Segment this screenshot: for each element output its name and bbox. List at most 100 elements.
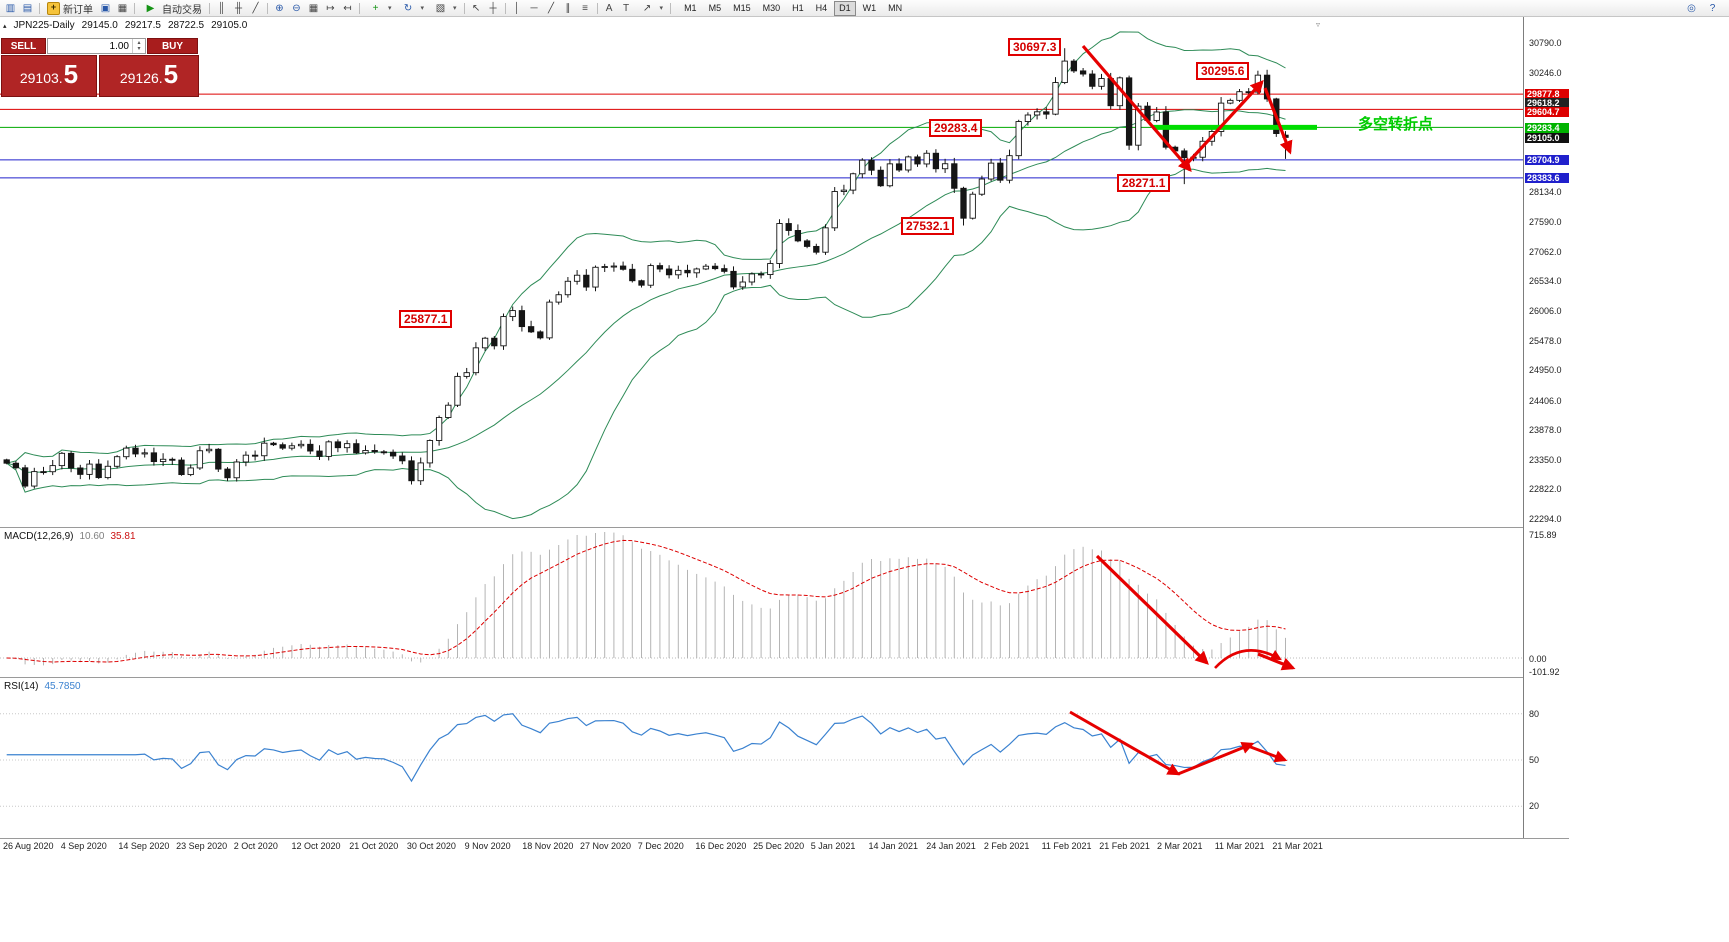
candlestick-icon[interactable]: ╫ xyxy=(234,2,243,14)
ask-price-block[interactable]: 29126. 5 xyxy=(99,55,199,97)
volume-down-button[interactable]: ▾ xyxy=(137,46,141,52)
chart-shift-icon[interactable]: ↤ xyxy=(343,2,352,14)
crosshair-icon[interactable]: ┼ xyxy=(489,2,497,14)
chart-shift-marker-icon[interactable]: ▿ xyxy=(1316,20,1321,29)
panel-separator[interactable] xyxy=(0,527,1569,528)
price-annotation[interactable]: 30697.3 xyxy=(1008,38,1062,56)
horizontal-line-icon[interactable]: ─ xyxy=(530,2,538,14)
sell-button[interactable]: SELL xyxy=(1,38,46,54)
price-annotation[interactable]: 28271.1 xyxy=(1117,174,1171,192)
toolbar-separator xyxy=(209,2,210,14)
text-tool-icon[interactable]: A xyxy=(605,2,613,14)
trendline-icon[interactable]: ╱ xyxy=(548,2,555,14)
price-tick: 26534.0 xyxy=(1529,276,1562,287)
profiles-icon[interactable]: ▤ xyxy=(22,2,33,14)
toolbar-separator xyxy=(463,2,465,14)
timeframe-w1[interactable]: W1 xyxy=(862,2,877,13)
price-annotation[interactable]: 30295.6 xyxy=(1196,62,1250,80)
timeframe-m1[interactable]: M1 xyxy=(684,2,697,13)
data-window-icon[interactable]: ▦ xyxy=(117,2,128,14)
channel-icon[interactable]: ∥ xyxy=(565,2,571,14)
one-click-toggle-icon[interactable]: ▴ xyxy=(3,22,7,30)
timeframe-m15[interactable]: M15 xyxy=(733,2,751,13)
indicators-button[interactable]: + ▾ xyxy=(363,1,396,16)
market-watch-icon[interactable]: ▣ xyxy=(100,2,111,14)
timeframe-m30[interactable]: M30 xyxy=(762,2,781,13)
date-tick-label: 2 Oct 2020 xyxy=(233,841,278,851)
timeframe-mn[interactable]: MN xyxy=(888,2,903,13)
macd-signal-value: 35.81 xyxy=(110,531,136,542)
volume-input[interactable] xyxy=(48,39,132,53)
fibonacci-icon[interactable]: ≡ xyxy=(582,2,588,14)
chart-area[interactable]: ▴ JPN225-Daily 29145.0 29217.5 28722.5 2… xyxy=(0,17,1729,942)
auto-scroll-icon[interactable]: ↦ xyxy=(326,2,335,14)
periods-button[interactable]: ↻ ▾ xyxy=(396,1,429,16)
cycles-icon: ↻ xyxy=(403,2,413,14)
panel-separator[interactable] xyxy=(0,677,1569,678)
indicators-plus-icon: + xyxy=(372,2,379,14)
bar-chart-icon[interactable]: ║ xyxy=(217,2,226,14)
macd-canvas[interactable] xyxy=(0,528,1523,677)
vertical-line-icon[interactable]: │ xyxy=(513,2,521,14)
templates-button[interactable]: ▧ ▾ xyxy=(428,1,461,16)
chart-low: 28722.5 xyxy=(167,20,205,31)
main-chart-canvas[interactable] xyxy=(0,17,1523,527)
timeframe-toolbar: M1 M5 M15 M30 H1 H4 D1 W1 MN xyxy=(678,0,908,16)
zoom-out-icon[interactable]: ⊖ xyxy=(292,2,301,14)
date-tick-label: 21 Mar 2021 xyxy=(1272,841,1323,851)
buy-button[interactable]: BUY xyxy=(147,38,198,54)
macd-annotation-arrow xyxy=(1095,554,1209,665)
date-tick-label: 2 Mar 2021 xyxy=(1157,841,1203,851)
timeframe-m5[interactable]: M5 xyxy=(708,2,722,13)
volume-up-button[interactable]: ▴ xyxy=(137,40,141,46)
chevron-down-icon: ▾ xyxy=(659,5,664,12)
chart-info: ▴ JPN225-Daily 29145.0 29217.5 28722.5 2… xyxy=(3,20,247,31)
price-marker: 29105.0 xyxy=(1525,133,1569,143)
date-tick-label: 14 Sep 2020 xyxy=(118,841,170,851)
label-tool-icon[interactable]: T xyxy=(622,2,630,14)
cursor-icon[interactable]: ↖ xyxy=(471,2,481,14)
bollinger-middle-band xyxy=(6,109,1286,473)
toolbar-right-group: ◎ ? xyxy=(1683,1,1727,16)
rsi-canvas[interactable] xyxy=(0,678,1523,838)
date-tick-label: 21 Feb 2021 xyxy=(1099,841,1150,851)
tile-windows-icon[interactable]: ▦ xyxy=(308,2,319,14)
date-axis[interactable]: 26 Aug 2020 4 Sep 2020 14 Sep 2020 23 Sep 2… xyxy=(0,839,1523,853)
rsi-label: RSI(14) 45.7850 xyxy=(4,681,81,692)
community-icon[interactable]: ◎ xyxy=(1687,2,1696,14)
one-click-trading-panel: SELL ▴ ▾ BUY 29103. 5 29126. 5 xyxy=(1,38,199,115)
chart-high: 29217.5 xyxy=(124,20,161,31)
line-chart-icon[interactable]: ╱ xyxy=(252,2,259,14)
date-tick-label: 16 Dec 2020 xyxy=(695,841,747,851)
turning-point-label[interactable]: 多空转折点 xyxy=(1358,116,1434,133)
toolbar-separator xyxy=(39,2,40,14)
date-tick-label: 26 Aug 2020 xyxy=(3,841,54,851)
auto-trading-play-icon: ▶ xyxy=(146,2,155,14)
toolbar-separator xyxy=(359,2,360,14)
new-order-button[interactable]: + 新订单 xyxy=(43,1,97,16)
price-tick: 23878.0 xyxy=(1529,425,1562,436)
arrows-tool-button[interactable]: ↗ ▾ xyxy=(635,1,668,16)
ask-price: 29126. xyxy=(119,70,163,86)
help-icon[interactable]: ? xyxy=(1709,2,1716,14)
bid-price-block[interactable]: 29103. 5 xyxy=(1,55,97,97)
price-annotation[interactable]: 27532.1 xyxy=(901,217,955,235)
new-order-icon: + xyxy=(47,1,60,15)
date-tick-label: 25 Dec 2020 xyxy=(753,841,805,851)
price-tick: 24406.0 xyxy=(1529,395,1562,406)
macd-signal-line xyxy=(6,539,1286,663)
bollinger-lower-band xyxy=(6,167,1286,520)
price-marker: 29604.7 xyxy=(1525,107,1569,117)
timeframe-h4[interactable]: H4 xyxy=(815,2,828,13)
price-scale[interactable]: 30790.0 30246.0 28134.0 27590.0 27062.0 26534… xyxy=(1523,17,1570,838)
auto-trading-button[interactable]: ▶ 自动交易 xyxy=(138,1,206,16)
timeframe-h1[interactable]: H1 xyxy=(792,2,804,13)
price-annotation[interactable]: 25877.1 xyxy=(399,310,453,328)
zoom-in-icon[interactable]: ⊕ xyxy=(275,2,284,14)
price-tick: 23350.0 xyxy=(1529,454,1562,465)
macd-scale-tick: -101.92 xyxy=(1529,667,1560,677)
date-tick-label: 5 Jan 2021 xyxy=(810,841,856,851)
new-chart-icon[interactable]: ▥ xyxy=(5,2,16,14)
price-annotation[interactable]: 29283.4 xyxy=(929,119,983,137)
timeframe-d1[interactable]: D1 xyxy=(834,0,856,16)
